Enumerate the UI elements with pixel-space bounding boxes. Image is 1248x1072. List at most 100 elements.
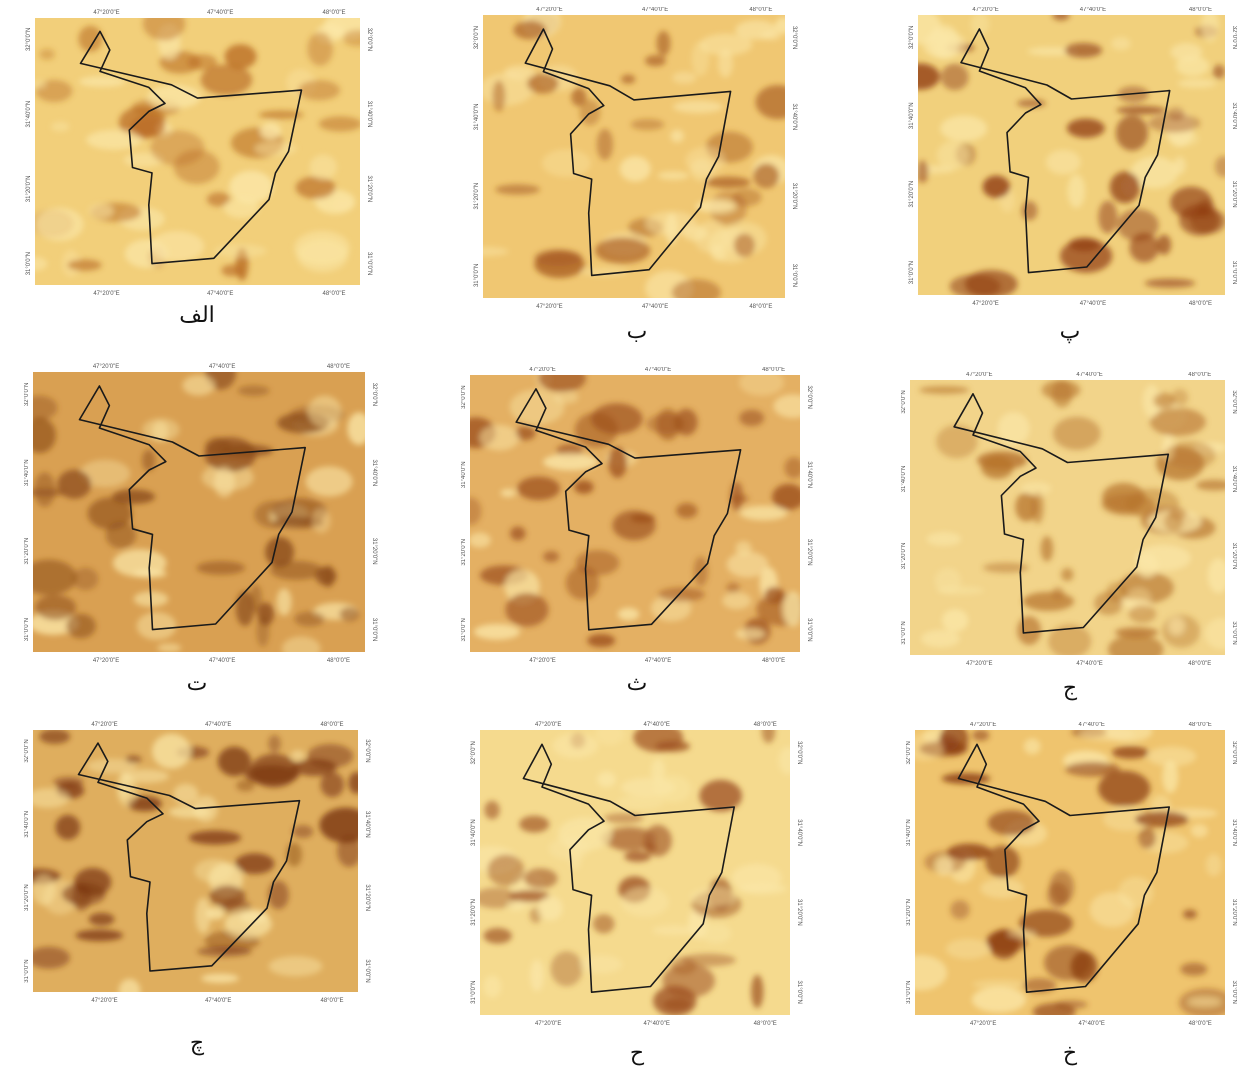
patch — [1052, 380, 1073, 408]
patch — [122, 769, 169, 783]
patch — [624, 851, 651, 862]
patch — [35, 595, 76, 620]
y-tick-label: 31°0'0"N — [1231, 261, 1237, 284]
patch — [947, 844, 991, 861]
patch — [1017, 616, 1041, 645]
y-tick-label: 31°0'0"N — [364, 959, 370, 982]
x-tick-label: 47°20'0"E — [535, 722, 561, 728]
patch — [348, 772, 365, 794]
patch — [296, 176, 336, 198]
x-tick-label: 47°40'0"E — [642, 304, 668, 310]
patch — [1094, 592, 1123, 615]
patch — [1129, 605, 1157, 623]
patch — [310, 154, 337, 179]
patch — [980, 878, 1023, 898]
patch — [553, 733, 598, 758]
patch — [681, 954, 736, 967]
x-tick-label: 48°0'0"E — [320, 722, 343, 728]
y-tick-label: 31°40'0"N — [791, 104, 797, 131]
y-tick-label: 31°20'0"N — [24, 884, 30, 911]
panel-label: ب — [627, 318, 648, 343]
patch — [597, 129, 613, 161]
x-tick-label: 48°0'0"E — [1189, 301, 1212, 307]
patch — [692, 41, 710, 76]
x-tick-label: 48°0'0"E — [749, 304, 772, 310]
patch — [1022, 201, 1038, 221]
patch — [113, 549, 166, 577]
x-tick-label: 47°20'0"E — [970, 722, 996, 728]
patch — [1041, 536, 1054, 561]
patch — [150, 130, 204, 165]
x-tick-label: 48°0'0"E — [762, 367, 785, 373]
y-tick-label: 31°40'0"N — [471, 819, 477, 846]
patch — [53, 777, 83, 787]
y-tick-label: 31°40'0"N — [474, 104, 480, 131]
patch — [1079, 727, 1134, 741]
patch — [1015, 492, 1038, 521]
patch — [469, 533, 491, 548]
patch — [269, 956, 323, 976]
patch — [673, 101, 723, 114]
y-tick-label: 31°40'0"N — [906, 819, 912, 846]
patch — [630, 514, 655, 523]
patch — [1061, 568, 1073, 581]
y-tick-label: 32°0'0"N — [366, 28, 372, 51]
patch — [173, 784, 198, 805]
patch — [722, 592, 751, 609]
patch — [784, 457, 803, 478]
patch — [1067, 118, 1105, 137]
y-tick-label: 31°40'0"N — [1231, 102, 1237, 129]
patch — [950, 900, 969, 919]
x-tick-label: 47°40'0"E — [207, 10, 233, 16]
patch — [55, 815, 80, 840]
patch — [333, 199, 353, 210]
x-tick-label: 48°0'0"E — [322, 291, 345, 297]
patch — [27, 788, 70, 808]
patch — [214, 467, 235, 497]
patch — [593, 914, 615, 933]
patch — [306, 466, 353, 496]
y-tick-label: 32°0'0"N — [461, 385, 467, 408]
patch — [1021, 482, 1052, 495]
patch — [734, 233, 755, 257]
x-tick-label: 47°40'0"E — [1079, 722, 1105, 728]
y-tick-label: 31°0'0"N — [366, 252, 372, 275]
patch — [256, 615, 269, 647]
panel-label: خ — [1063, 1040, 1078, 1066]
patch — [988, 810, 1035, 835]
patch — [764, 587, 784, 604]
patch — [142, 418, 179, 441]
y-tick-label: 32°0'0"N — [24, 739, 30, 762]
patch — [543, 454, 598, 471]
patch — [653, 925, 696, 935]
patch — [1188, 998, 1220, 1006]
patch — [1168, 108, 1185, 121]
patch — [28, 947, 70, 969]
patch — [74, 868, 111, 896]
patch — [983, 563, 1029, 573]
y-tick-label: 32°0'0"N — [24, 383, 30, 406]
y-tick-label: 31°20'0"N — [24, 538, 30, 565]
patch — [580, 955, 622, 973]
patch — [621, 887, 669, 917]
patch — [921, 630, 960, 648]
patch — [676, 503, 698, 518]
patch — [645, 55, 666, 66]
panel-label: چ — [190, 1030, 205, 1056]
patch — [39, 49, 55, 60]
panel-label: ج — [1063, 675, 1078, 701]
patch — [1116, 106, 1166, 114]
patch — [1024, 739, 1041, 755]
patch — [143, 7, 185, 40]
patch — [484, 801, 499, 820]
patch — [726, 583, 739, 594]
patch — [672, 72, 696, 84]
x-tick-label: 47°20'0"E — [536, 7, 562, 13]
patch — [1145, 278, 1196, 287]
patch — [618, 608, 640, 621]
patch — [1169, 508, 1186, 520]
patch — [900, 63, 939, 89]
patch — [195, 898, 210, 934]
patch — [919, 386, 969, 394]
patch — [480, 425, 520, 451]
